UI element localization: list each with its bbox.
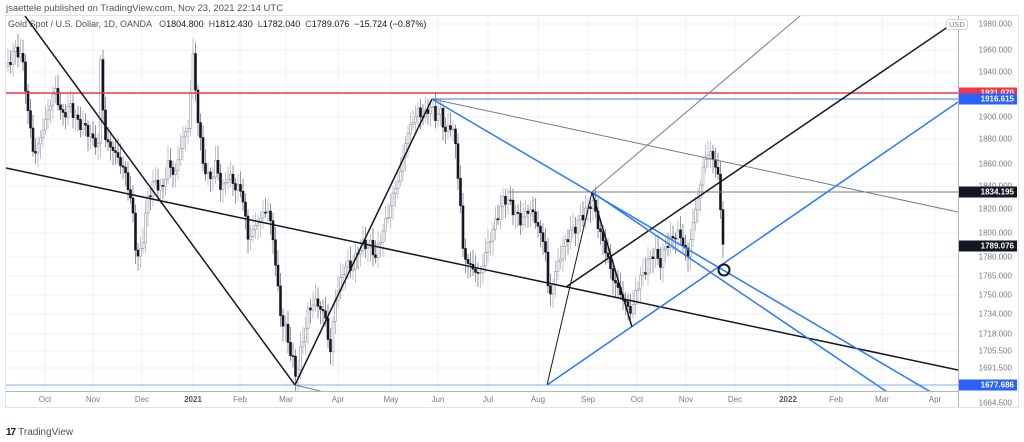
- close-label: C: [305, 19, 312, 29]
- blue-up-channel-bottom: [546, 101, 958, 386]
- last-price-label: 1789.076: [959, 240, 1017, 252]
- time-tick: Nov: [85, 395, 101, 404]
- price-tick: 1980.000: [978, 19, 1012, 29]
- open-label: O: [159, 19, 167, 29]
- currency-badge[interactable]: USD: [946, 19, 968, 30]
- price-tick: 1940.000: [978, 67, 1012, 77]
- high-value: 1812.430: [215, 19, 253, 29]
- time-tick: Aug: [530, 395, 546, 404]
- time-tick: Dec: [134, 395, 150, 404]
- price-tick: 1860.000: [978, 159, 1012, 169]
- price-tick: 1705.500: [978, 346, 1012, 356]
- price-tick: 1718.000: [978, 329, 1012, 339]
- price-tick: 1800.000: [978, 228, 1012, 238]
- price-tick: 1880.000: [978, 134, 1012, 144]
- close-value: 1789.076: [311, 19, 350, 29]
- black-sep-decline: [591, 191, 633, 328]
- time-tick: Sep: [580, 395, 596, 404]
- price-tick: 1734.000: [978, 309, 1012, 319]
- time-tick: May: [383, 395, 399, 404]
- low-value: 1782.040: [262, 19, 301, 29]
- price-axis[interactable]: 1980.000 1960.000 1940.000 1900.000 1880.000…: [958, 16, 1018, 408]
- time-tick: Jun: [431, 395, 445, 404]
- time-tick: Mar: [279, 395, 293, 404]
- blue-level-label: 1916.615: [959, 93, 1017, 105]
- time-tick: Jul: [482, 395, 494, 404]
- time-tick: Oct: [38, 395, 52, 404]
- symbol-name[interactable]: Gold Spot / U.S. Dollar, 1D, OANDA: [8, 19, 152, 29]
- black-steep-downtrend: [24, 16, 296, 386]
- price-tick: 1691.500: [978, 363, 1012, 373]
- open-value: 1804.800: [166, 19, 204, 29]
- change-value: −15.724 (−0.87%): [354, 19, 427, 29]
- low-level-label: 1677.686: [959, 379, 1017, 391]
- time-tick: 2021: [184, 395, 202, 404]
- blue-sep-downline: [591, 191, 888, 391]
- black-rally-line: [294, 98, 433, 386]
- price-tick: 1900.000: [978, 112, 1012, 122]
- price-tick: 1780.000: [978, 252, 1012, 262]
- brand-name: TradingView: [18, 427, 74, 438]
- gray-level-label: 1834.195: [959, 186, 1017, 198]
- high-label: H: [208, 19, 216, 29]
- black-median-line: [565, 19, 958, 288]
- chart-frame: [5, 15, 1019, 408]
- chart-canvas[interactable]: [6, 16, 958, 391]
- price-tick: 1664.500: [978, 398, 1012, 408]
- symbol-legend: Gold Spot / U.S. Dollar, 1D, OANDA O1804…: [8, 19, 426, 29]
- time-tick: Mar: [875, 395, 889, 404]
- black-aug-to-sep: [546, 191, 593, 386]
- gray-upper-parallel: [591, 16, 801, 193]
- price-tick: 1820.000: [978, 204, 1012, 214]
- published-line: jsaettele published on TradingView.com, …: [6, 3, 284, 14]
- gray-short-line: [294, 384, 322, 391]
- time-tick: Apr: [331, 395, 345, 404]
- tradingview-brand[interactable]: 17 TradingView: [6, 427, 73, 438]
- blue-downward-line: [431, 98, 931, 391]
- time-tick: Feb: [829, 395, 843, 404]
- red-level-label: 1921.070: [959, 87, 1017, 99]
- chart-plot-area[interactable]: [6, 16, 958, 391]
- time-tick: 2022: [779, 395, 797, 404]
- gray-down-line: [431, 98, 958, 213]
- black-long-downtrend: [6, 167, 958, 371]
- drawing-tools: [6, 16, 958, 391]
- price-tick: 1960.000: [978, 45, 1012, 55]
- time-tick: Feb: [233, 395, 247, 404]
- time-tick: Dec: [727, 395, 743, 404]
- low-label: L: [257, 19, 263, 29]
- time-tick: Oct: [630, 395, 644, 404]
- time-tick: Apr: [928, 395, 942, 404]
- price-tick: 1765.000: [978, 271, 1012, 281]
- time-axis[interactable]: Oct Nov Dec 2021 Feb Mar Apr May Jun Jul Aug Sep Oct…: [6, 391, 958, 407]
- price-tick: 1750.000: [978, 290, 1012, 300]
- target-circle-marker: [717, 263, 731, 277]
- time-tick: Nov: [678, 395, 694, 404]
- price-tick: 1840.000: [979, 182, 1012, 191]
- tradingview-logo-icon: 17: [6, 427, 16, 438]
- grid-lines: [6, 16, 958, 391]
